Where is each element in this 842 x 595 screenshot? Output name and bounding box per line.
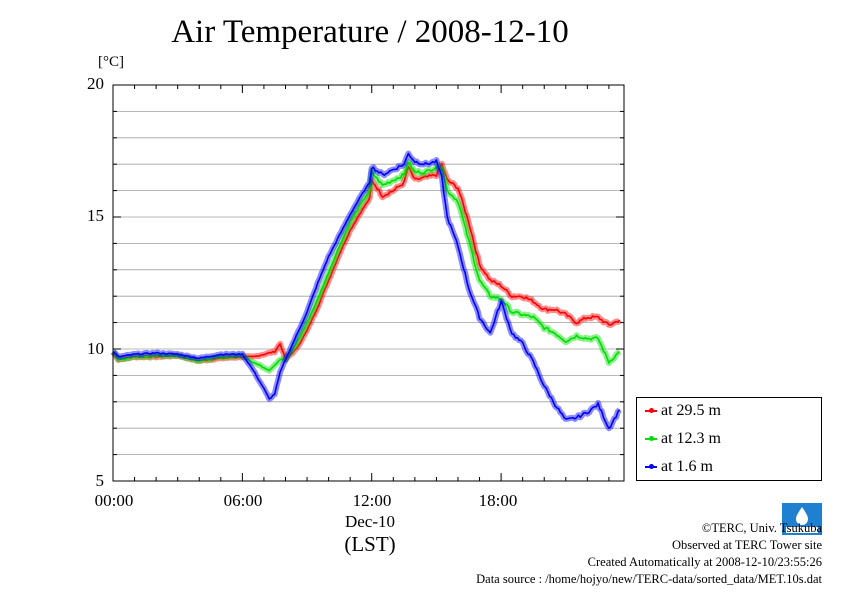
legend-label: at 12.3 m [661, 430, 721, 447]
plot-frame [112, 84, 625, 482]
series-line [112, 152, 621, 429]
legend: at 29.5 m at 12.3 m at 1.6 m [636, 397, 822, 481]
axis-ticks [112, 84, 624, 482]
legend-label: at 29.5 m [661, 402, 721, 419]
grid-lines [113, 111, 624, 456]
legend-swatch-red [645, 408, 657, 413]
source-text: Data source : /home/hojyo/new/TERC-data/… [476, 572, 822, 586]
series-lines [110, 150, 622, 432]
y-tick-label: 20 [87, 74, 104, 93]
terc-logo [782, 503, 822, 535]
legend-swatch-blue [645, 464, 657, 469]
credits-block: ©TERC, Univ. Tsukuba Observed at TERC To… [476, 520, 822, 588]
created-text: Created Automatically at 2008-12-10/23:5… [587, 555, 822, 569]
x-axis-date-label: Dec-10 [344, 512, 396, 531]
y-tick-label: 15 [87, 206, 104, 225]
x-axis-timezone-label: (LST) [344, 532, 396, 556]
legend-item: at 12.3 m [645, 429, 721, 449]
legend-item: at 29.5 m [645, 401, 721, 421]
x-tick-label: 12:00 [352, 491, 392, 510]
legend-label: at 1.6 m [661, 458, 713, 475]
y-axis-unit: [°C] [98, 54, 124, 70]
series-line [112, 161, 621, 372]
y-tick-label: 5 [95, 471, 105, 490]
series-band [110, 159, 622, 374]
chart-title: Air Temperature / 2008-12-10 [171, 14, 569, 50]
x-tick-label: 00:00 [94, 491, 134, 510]
copyright-text: ©TERC, Univ. Tsukuba [701, 521, 822, 535]
legend-swatch-green [645, 436, 657, 441]
x-tick-label: 06:00 [223, 491, 263, 510]
site-text: Observed at TERC Tower site [671, 538, 822, 552]
y-tick-label: 10 [87, 339, 104, 358]
x-tick-label: 18:00 [478, 491, 518, 510]
legend-item: at 1.6 m [645, 457, 713, 477]
